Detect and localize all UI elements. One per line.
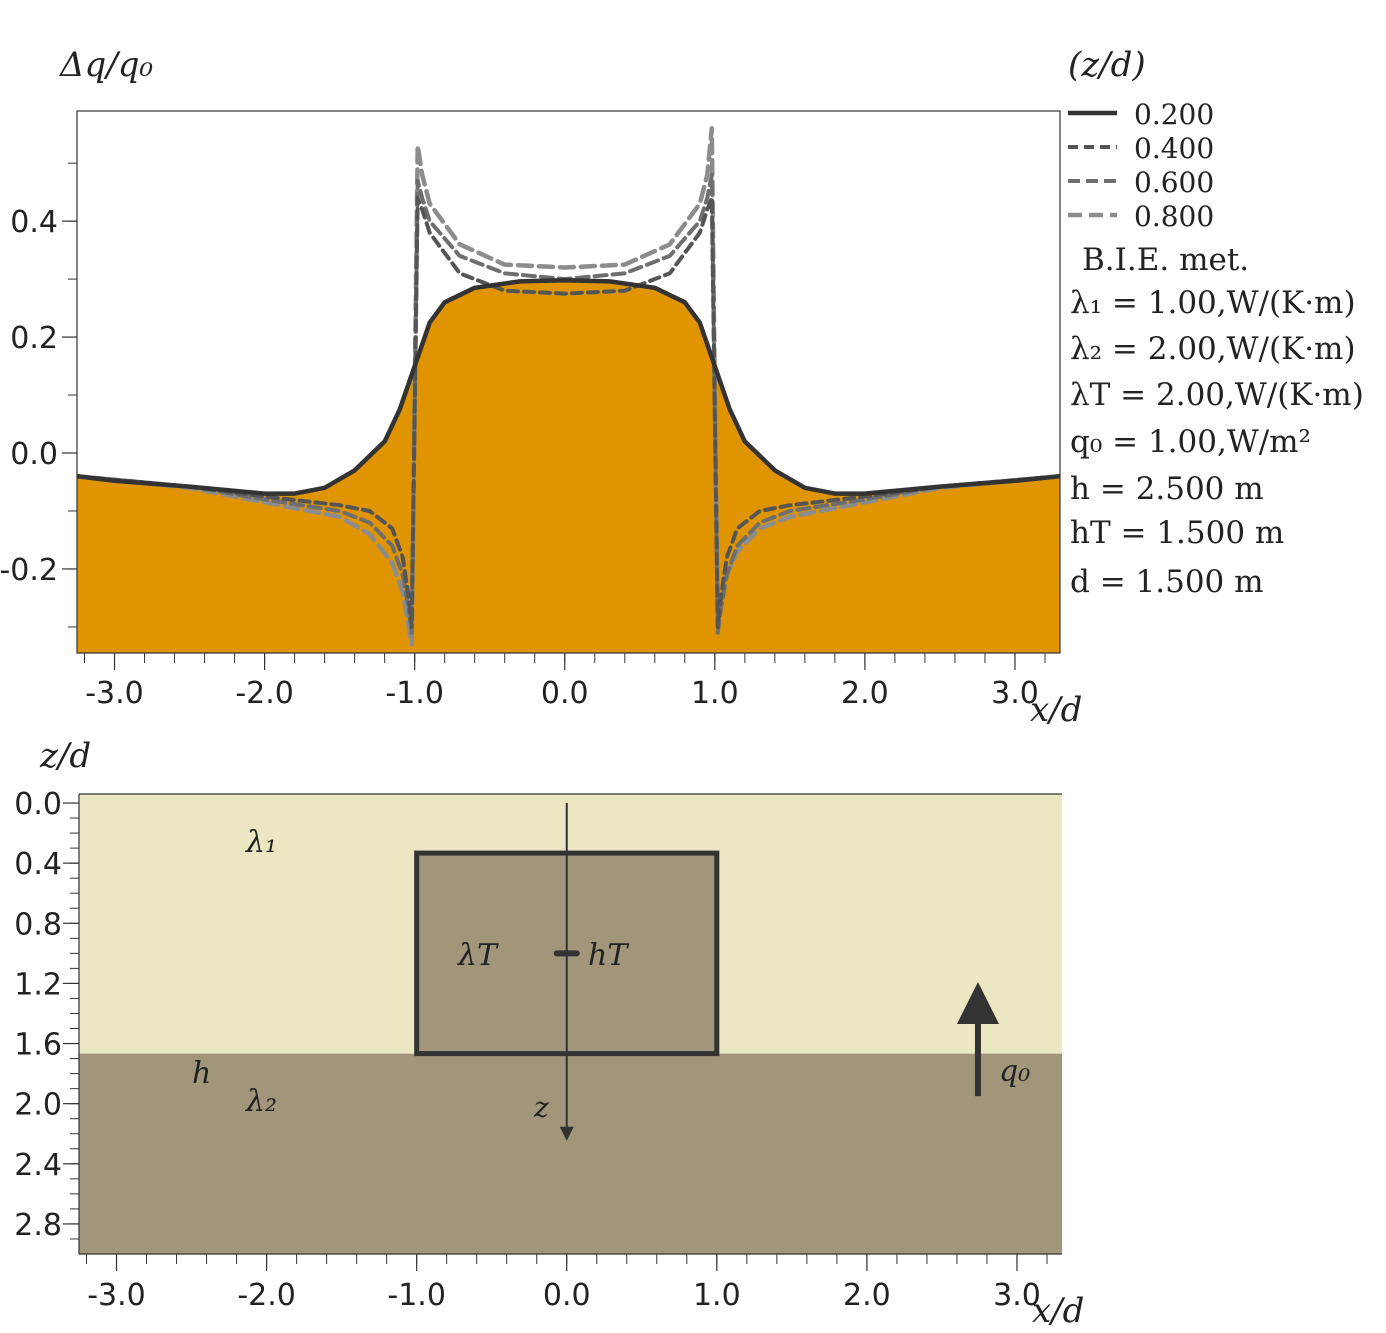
lambdaT-label: λT [457, 938, 499, 973]
param-line: h = 2.500 m [1070, 471, 1264, 507]
x-axis: -3.0 -2.0 -1.0 0.0 1.0 2.0 3.0 [84, 653, 1046, 711]
z-tick-label: 1.2 [14, 967, 62, 1002]
legend-label-0.800: 0.800 [1134, 200, 1214, 233]
z-tick-label: 0.8 [14, 907, 62, 942]
y-tick-label: 0.2 [10, 321, 58, 356]
z-axis: 0.0 0.4 0.8 1.2 1.6 2.0 2.4 2.8 [14, 787, 80, 1254]
z-tick-label: 2.4 [14, 1148, 62, 1183]
y-tick-label: -0.2 [0, 553, 58, 588]
x-tick-label-bottom: 2.0 [843, 1278, 891, 1313]
lambda1-label: λ₁ [245, 825, 277, 860]
z-tick-label: 2.8 [14, 1208, 62, 1243]
y-tick-label: 0.4 [10, 205, 58, 240]
q0-label: q₀ [999, 1054, 1030, 1089]
series-line-0.200 [77, 278, 1060, 496]
z-tick-label: 2.0 [14, 1088, 62, 1123]
x-tick-label: -2.0 [235, 676, 294, 711]
x-tick-label-bottom: -2.0 [237, 1278, 296, 1313]
plot-frame [76, 110, 1061, 654]
legend-label-0.200: 0.200 [1134, 98, 1214, 131]
y-axis-label: Δq/q₀ [58, 45, 154, 85]
param-line: d = 1.500 m [1070, 564, 1264, 600]
x-tick-label-bottom: 1.0 [693, 1278, 741, 1313]
param-line: λT = 2.00,W/(K·m) [1070, 377, 1364, 413]
series-line-0.400 [77, 196, 1060, 629]
x-tick-label: 1.0 [691, 676, 739, 711]
z-axis-label: z/d [39, 736, 91, 776]
z-label: z [533, 1091, 549, 1124]
x-axis-label-bottom: x/d [1032, 1291, 1084, 1331]
heat-flux-chart: 0.4 0.2 0.0 -0.2 -3.0 -2.0 -1.0 0.0 1.0 2.0 3.0 Δ… [0, 45, 1364, 730]
parameters-block: B.I.E. met. λ₁ = 1.00,W/(K·m) λ₂ = 2.00,W/… [1070, 242, 1364, 600]
x-tick-label-bottom: -1.0 [387, 1278, 446, 1313]
x-tick-label: 3.0 [991, 676, 1039, 711]
x-axis-bottom: -3.0 -2.0 -1.0 0.0 1.0 2.0 3.0 [79, 1253, 1062, 1313]
x-tick-label: 0.0 [541, 676, 589, 711]
hT-label: hT [588, 938, 629, 973]
x-axis-label: x/d [1030, 690, 1082, 730]
series-line-0.800 [77, 126, 1060, 647]
param-line: λ₂ = 2.00,W/(K·m) [1070, 331, 1356, 367]
geometry-diagram: 0.0 0.4 0.8 1.2 1.6 2.0 2.4 2.8 -3.0 -2.0 -1.0 0.0… [14, 736, 1084, 1331]
legend-label-0.400: 0.400 [1134, 132, 1214, 165]
x-tick-label-bottom: 0.0 [543, 1278, 591, 1313]
h-label: h [192, 1056, 211, 1091]
param-line: hT = 1.500 m [1070, 515, 1284, 551]
legend-title: (z/d) [1068, 45, 1146, 85]
legend-label-0.600: 0.600 [1134, 166, 1214, 199]
z-tick-label: 0.0 [14, 787, 62, 822]
y-axis: 0.4 0.2 0.0 -0.2 [0, 162, 77, 628]
y-tick-label: 0.0 [10, 437, 58, 472]
x-tick-label: -1.0 [385, 676, 444, 711]
x-tick-label-bottom: 3.0 [993, 1278, 1041, 1313]
z-tick-label: 1.6 [14, 1028, 62, 1063]
area-fill-group [77, 280, 1060, 653]
x-tick-label-bottom: -3.0 [87, 1278, 146, 1313]
lower-soil-layer [79, 1053, 1062, 1254]
param-line: q₀ = 1.00,W/m² [1070, 424, 1311, 460]
param-line: λ₁ = 1.00,W/(K·m) [1070, 285, 1356, 321]
series-group [77, 126, 1060, 647]
param-line: B.I.E. met. [1082, 242, 1249, 278]
lambda2-label: λ₂ [245, 1084, 277, 1119]
z-tick-label: 0.4 [14, 847, 62, 882]
x-tick-label: -3.0 [85, 676, 144, 711]
area-fill [77, 280, 1060, 653]
x-tick-label: 2.0 [841, 676, 889, 711]
